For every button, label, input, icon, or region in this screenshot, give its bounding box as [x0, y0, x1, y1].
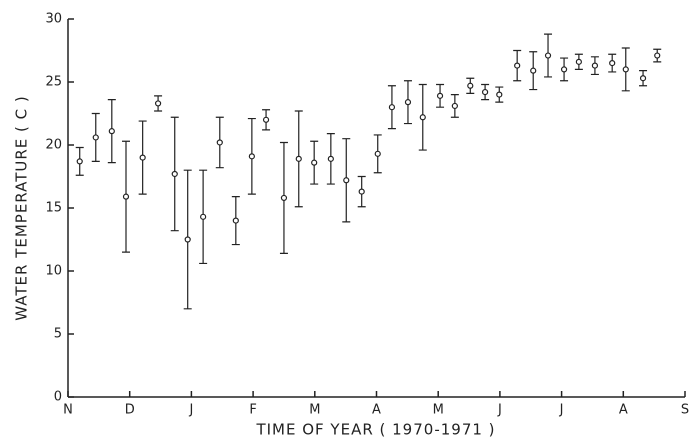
y-tick-label: 20 — [45, 138, 62, 153]
y-tick-label: 25 — [45, 75, 62, 90]
point — [514, 62, 521, 69]
x-tick-label: M — [433, 403, 444, 418]
point — [544, 52, 552, 59]
point — [481, 88, 489, 96]
x-tick-label: D — [125, 403, 135, 418]
point — [200, 213, 207, 220]
point — [639, 75, 647, 82]
point — [139, 154, 146, 161]
point — [154, 100, 162, 107]
y-axis-label: WATER TEMPERATURE ( C ) — [13, 95, 31, 320]
y-tick-label: 5 — [54, 327, 62, 342]
y-tick-label: 0 — [54, 390, 62, 405]
x-tick-label: S — [681, 403, 689, 418]
x-tick-label: J — [559, 403, 564, 418]
point — [171, 170, 178, 178]
point — [76, 158, 83, 165]
point — [343, 177, 350, 184]
point — [591, 62, 599, 69]
point — [622, 66, 629, 73]
point — [404, 99, 412, 106]
point — [467, 82, 474, 89]
point — [575, 58, 582, 65]
point — [496, 91, 503, 98]
x-tick-label: J — [188, 403, 193, 418]
point — [530, 67, 537, 74]
point — [654, 52, 661, 59]
point — [92, 134, 99, 141]
x-tick-label: M — [309, 403, 320, 418]
point — [327, 155, 334, 162]
point — [436, 92, 444, 99]
point — [609, 59, 616, 67]
x-tick-label: N — [63, 403, 73, 418]
point — [232, 217, 239, 224]
y-tick-label: 15 — [45, 201, 62, 216]
point — [374, 150, 381, 157]
point — [388, 104, 396, 111]
point — [262, 116, 270, 123]
point — [108, 128, 115, 135]
point — [560, 66, 568, 73]
x-tick-label: A — [619, 403, 628, 418]
x-tick-label: J — [497, 403, 502, 418]
point — [248, 153, 255, 160]
point — [419, 114, 426, 121]
point — [216, 139, 223, 146]
x-axis-label: TIME OF YEAR ( 1970-1971 ) — [255, 421, 495, 439]
point — [280, 194, 288, 202]
x-tick-label: F — [249, 403, 256, 418]
x-tick-label: A — [372, 403, 381, 418]
point — [184, 236, 191, 243]
point — [358, 188, 365, 195]
point — [451, 102, 458, 110]
point — [311, 159, 318, 166]
point — [295, 155, 302, 162]
y-tick-label: 30 — [45, 12, 62, 27]
point — [122, 193, 130, 200]
y-tick-label: 10 — [45, 264, 62, 279]
